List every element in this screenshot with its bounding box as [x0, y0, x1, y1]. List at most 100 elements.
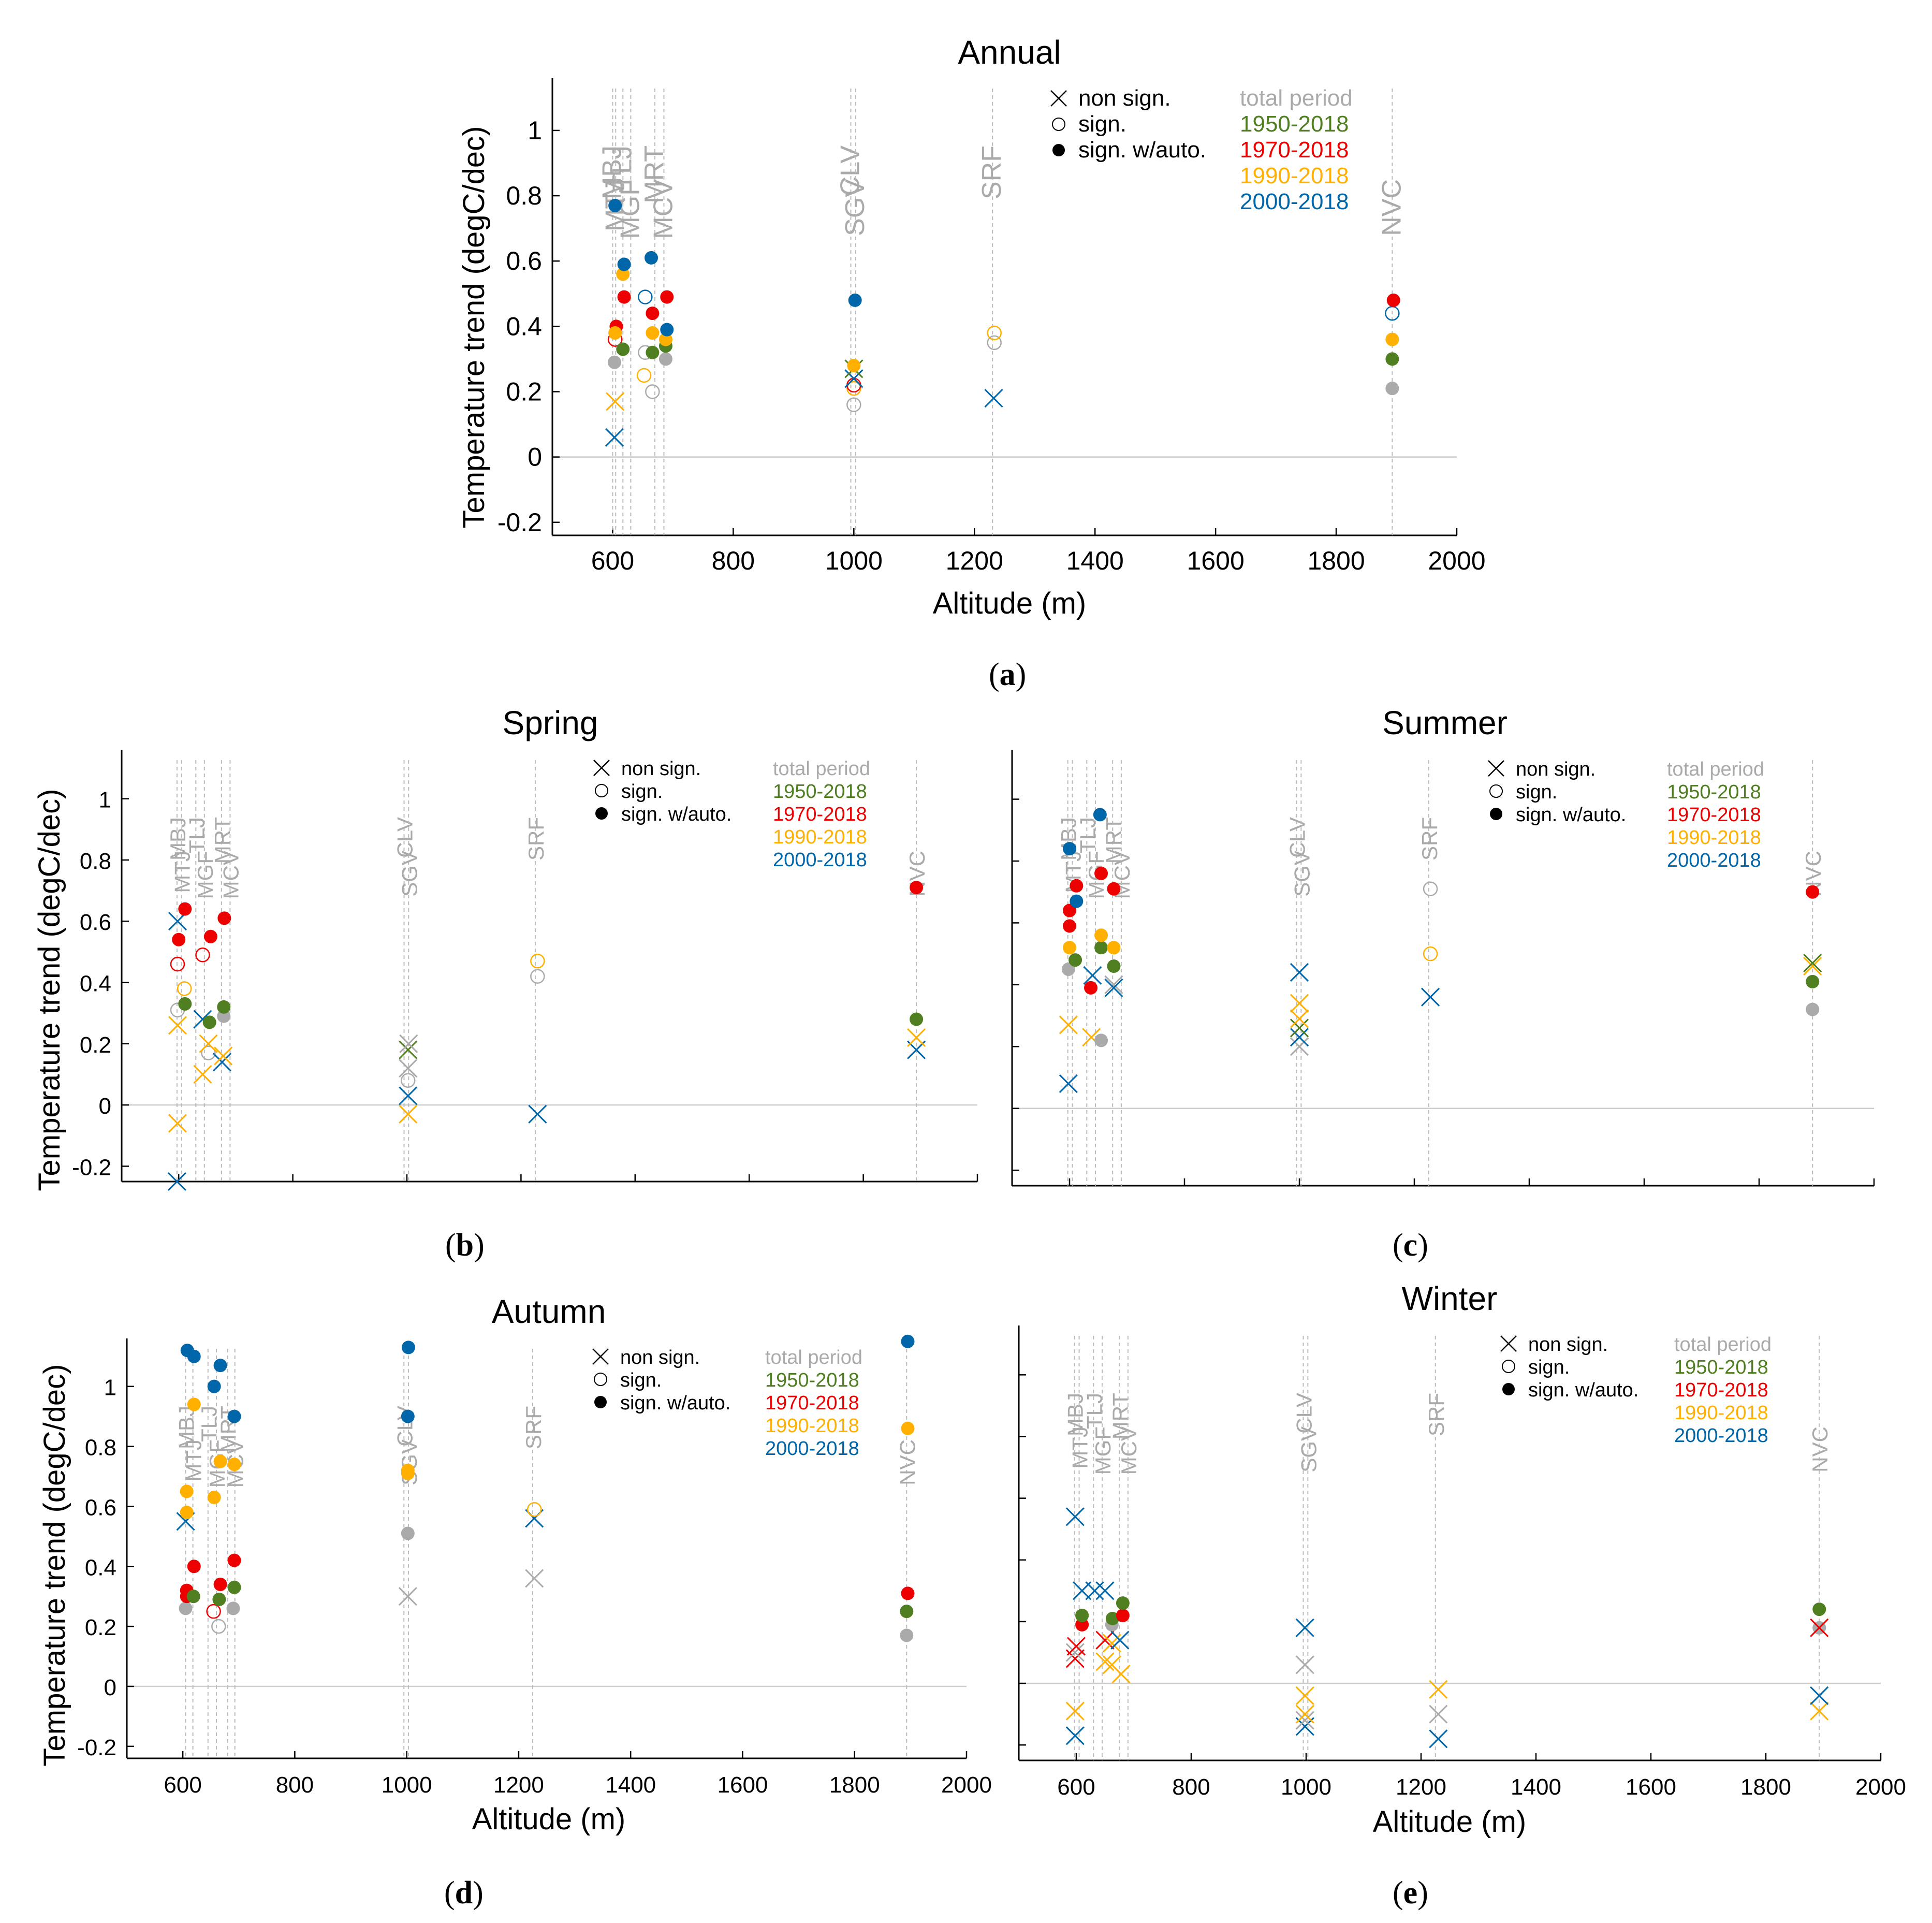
y-tick-label: 0.2 [80, 1032, 111, 1058]
legend-marker-label: non sign. [1078, 85, 1171, 111]
data-point-auto-p2000 [848, 293, 862, 307]
data-point-auto-p1970 [187, 1560, 201, 1574]
data-point-auto-p1990 [180, 1484, 194, 1498]
data-point-auto-p1990 [213, 1454, 227, 1468]
data-point-auto-p1950 [646, 345, 660, 359]
data-point-sign-total [201, 1045, 216, 1060]
data-point-auto-p2000 [187, 1349, 201, 1363]
data-point-auto-p2000 [660, 323, 674, 337]
data-point-auto-p1990 [646, 326, 660, 340]
chart-title: Autumn [492, 1293, 606, 1330]
y-tick-label: 0.6 [85, 1495, 116, 1520]
data-point-auto-p1990 [616, 267, 630, 281]
data-point-nonsign-p2000 [1085, 1581, 1104, 1600]
data-point-auto-p1950 [1105, 1611, 1119, 1625]
plot-area: 600 800 1000 1200 1400 1600 1800 2000MBJMTJTLJM… [1018, 1325, 1906, 1800]
data-point-sign-p1990 [636, 368, 652, 383]
legend-marker-label: sign. w/auto. [620, 1392, 730, 1414]
data-point-auto-p1970 [1107, 882, 1121, 896]
legend-marker-label: sign. [621, 781, 663, 803]
y-tick-label: 0 [104, 1675, 116, 1700]
data-point-auto-p1970 [213, 1578, 227, 1592]
legend-auto-icon [595, 807, 608, 820]
data-point-auto-p2000 [901, 1334, 915, 1348]
legend-marker-label: non sign. [620, 1347, 700, 1368]
data-point-auto-p2000 [401, 1341, 415, 1354]
legend-sign-icon [1052, 118, 1065, 131]
station-label-nvc: NVC [1377, 179, 1407, 236]
data-point-sign-total [645, 384, 660, 399]
chart-title: Spring [503, 704, 598, 741]
legend-period-label: 1990-2018 [765, 1415, 859, 1437]
station-label-mtj: MTJ [170, 851, 195, 893]
legend-period-label: 1950-2018 [1674, 1357, 1768, 1378]
data-point-nonsign-p1990 [193, 1065, 212, 1084]
data-point-auto-p1970 [1063, 904, 1076, 917]
data-point-nonsign-p2000 [1095, 1581, 1115, 1600]
data-point-auto-p1990 [401, 1463, 415, 1477]
panel-sublabel: (b) [445, 1228, 485, 1263]
data-point-nonsign-p1990 [1290, 1009, 1309, 1028]
legend-marker-label: non sign. [1528, 1334, 1608, 1356]
data-point-nonsign-p2000 [1295, 1618, 1314, 1637]
legend-nonsign-icon [592, 1348, 609, 1365]
x-tick-label: 800 [276, 1772, 314, 1798]
legend-nonsign-icon [1500, 1335, 1517, 1352]
station-label-clv: CLV [1285, 817, 1309, 858]
legend: non sign.sign.sign. w/auto.total period1… [1488, 759, 1764, 871]
x-tick-label: 600 [1057, 1774, 1095, 1800]
station-label-mcv: MCV [218, 851, 243, 899]
data-point-auto-p1990 [207, 1491, 221, 1505]
legend-sign-icon [595, 784, 608, 797]
data-point-nonsign-p2000 [1065, 1726, 1085, 1745]
data-point-auto-p1970 [1806, 885, 1820, 899]
legend-period-label: 2000-2018 [1674, 1425, 1768, 1447]
data-point-nonsign-p2000 [399, 1086, 418, 1105]
legend-period-label: total period [1240, 85, 1353, 111]
data-point-sign-total [846, 397, 861, 412]
data-point-auto-p2000 [213, 1359, 227, 1373]
x-tick-label: 1000 [1281, 1774, 1331, 1800]
x-tick-label: 1600 [718, 1772, 768, 1798]
data-point-auto-p1990 [658, 332, 672, 346]
data-point-sign-total [211, 1619, 226, 1634]
data-point-auto-p1970 [901, 1586, 915, 1600]
x-tick-label: 1200 [1396, 1774, 1446, 1800]
data-point-nonsign-p2000 [1290, 1028, 1309, 1047]
data-point-auto-p1990 [608, 326, 622, 340]
legend-marker-label: non sign. [1516, 759, 1596, 780]
data-point-nonsign-total [399, 1059, 418, 1078]
data-point-auto-p1950 [910, 1012, 924, 1026]
data-point-sign-total [400, 1073, 416, 1088]
data-point-auto-p1990 [187, 1397, 201, 1411]
data-point-auto-p2000 [1070, 894, 1084, 908]
data-point-auto-p1950 [1107, 959, 1121, 973]
data-point-nonsign-p1990 [1111, 1665, 1131, 1684]
station-label-sgv: SGV [840, 179, 870, 236]
data-point-auto-p2000 [1093, 808, 1107, 822]
legend-sign-icon [594, 1373, 607, 1386]
data-point-auto-total [226, 1601, 240, 1615]
y-tick-label: -0.2 [497, 508, 542, 537]
legend-marker-label: sign. w/auto. [1516, 804, 1626, 826]
data-point-auto-p1990 [847, 359, 861, 373]
x-tick-label: 1800 [829, 1772, 880, 1798]
data-point-nonsign-p1990 [1810, 1701, 1829, 1721]
station-label-srf: SRF [1424, 1393, 1448, 1436]
data-point-auto-p1970 [227, 1553, 241, 1567]
data-point-auto-total [401, 1526, 415, 1540]
station-label-mbj: MBJ [174, 1406, 199, 1449]
data-point-auto-p1950 [1094, 941, 1108, 955]
data-point-nonsign-p2000 [1421, 987, 1440, 1007]
data-point-nonsign-total [1295, 1655, 1314, 1674]
legend-period-label: 1990-2018 [1240, 163, 1349, 188]
legend-period-label: 1990-2018 [1674, 1402, 1768, 1424]
chart-title: Winter [1402, 1280, 1498, 1317]
y-axis-label: Temperature trend (degC/dec) [33, 789, 66, 1191]
data-point-auto-p1950 [1385, 352, 1399, 366]
data-point-auto-p1950 [1812, 1602, 1826, 1616]
x-tick-label: 1200 [493, 1772, 544, 1798]
panel-summer: Summer MBJMTJTLJMGFMRTMCVCLVSGVSRFNVCnon… [1011, 704, 1875, 1263]
